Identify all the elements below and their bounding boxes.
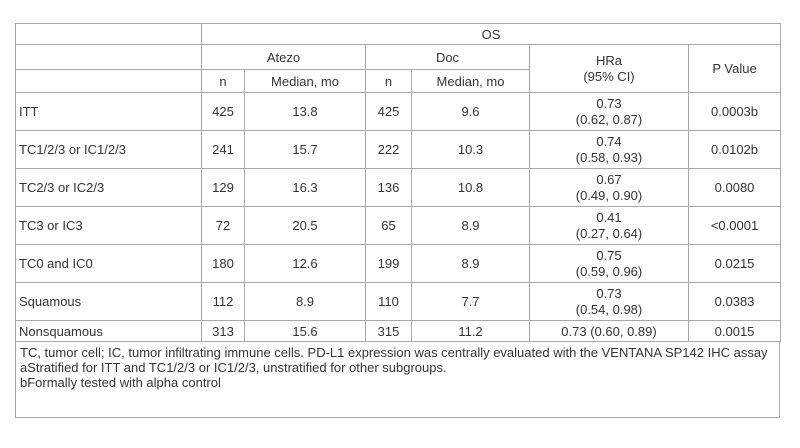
atezo-median: 15.6 <box>244 320 366 342</box>
table-row: Squamous 112 8.9 110 7.7 0.73 (0.54, 0.9… <box>15 282 782 321</box>
footnote-b: bFormally tested with alpha control <box>20 375 221 390</box>
doc-header: Doc <box>365 44 530 70</box>
hr-cell: 0.73 (0.54, 0.98) <box>529 282 689 321</box>
hr-header: HRa (95% CI) <box>529 44 689 93</box>
subgroup-label: Nonsquamous <box>15 320 202 342</box>
hr-ci: (0.27, 0.64) <box>575 225 643 241</box>
hr-ci-cell: 0.73 (0.60, 0.89) <box>529 320 689 342</box>
doc-n: 222 <box>365 130 412 169</box>
hr-cell: 0.67 (0.49, 0.90) <box>529 168 689 207</box>
table-row: TC2/3 or IC2/3 129 16.3 136 10.8 0.67 (0… <box>15 168 782 207</box>
footnote-a: aStratified for ITT and TC1/2/3 or IC1/2… <box>20 360 447 375</box>
hr-value: 0.73 <box>596 95 622 111</box>
header-row-3: n Median, mo n Median, mo <box>15 69 781 93</box>
hr-header-line1: HRa <box>595 52 622 68</box>
atezo-median: 12.6 <box>244 244 366 283</box>
corner-cell <box>15 23 202 45</box>
hr-value: 0.67 <box>596 171 622 187</box>
p-value: 0.0003b <box>687 92 782 131</box>
atezo-header: Atezo <box>201 44 366 70</box>
subgroup-label: TC2/3 or IC2/3 <box>15 168 202 207</box>
doc-median-header: Median, mo <box>411 69 530 93</box>
atezo-median: 13.8 <box>244 92 366 131</box>
p-value: 0.0383 <box>687 282 782 321</box>
hr-ci: (0.49, 0.90) <box>575 187 643 203</box>
hr-ci: (0.59, 0.96) <box>575 263 643 279</box>
doc-median: 7.7 <box>411 282 530 321</box>
table-row: Nonsquamous 313 15.6 315 11.2 0.73 (0.60… <box>15 320 782 342</box>
header-row-2: Atezo Doc HRa (95% CI) P Value <box>15 44 782 93</box>
doc-median: 10.8 <box>411 168 530 207</box>
hr-cell: 0.75 (0.59, 0.96) <box>529 244 689 283</box>
subgroup-label: TC0 and IC0 <box>15 244 202 283</box>
p-value: 0.0215 <box>687 244 782 283</box>
atezo-median-header: Median, mo <box>244 69 366 93</box>
doc-median: 8.9 <box>411 244 530 283</box>
p-value: 0.0102b <box>687 130 782 169</box>
subgroup-label: Squamous <box>15 282 202 321</box>
os-header: OS <box>200 23 782 45</box>
hr-ci: (0.62, 0.87) <box>575 111 643 127</box>
hr-ci: (0.58, 0.93) <box>575 149 643 165</box>
p-value: 0.0015 <box>687 320 782 342</box>
atezo-median: 16.3 <box>244 168 366 207</box>
subgroup-label: TC1/2/3 or IC1/2/3 <box>15 130 202 169</box>
atezo-n: 129 <box>201 168 245 207</box>
table-row: TC1/2/3 or IC1/2/3 241 15.7 222 10.3 0.7… <box>15 130 782 169</box>
header-row-1: OS <box>15 23 782 45</box>
hr-cell: 0.73 (0.62, 0.87) <box>529 92 689 131</box>
hr-value: 0.74 <box>596 133 622 149</box>
doc-median: 8.9 <box>411 206 530 245</box>
p-value: <0.0001 <box>687 206 782 245</box>
atezo-n: 72 <box>201 206 245 245</box>
table-footnotes: TC, tumor cell; IC, tumor infiltrating i… <box>15 342 780 418</box>
doc-median: 11.2 <box>411 320 530 342</box>
doc-n: 199 <box>365 244 412 283</box>
doc-median: 10.3 <box>411 130 530 169</box>
atezo-median: 8.9 <box>244 282 366 321</box>
os-table: OS Atezo Doc HRa (95% CI) P Value n Medi… <box>15 23 782 342</box>
hr-header-line2: (95% CI) <box>583 68 635 84</box>
atezo-n: 180 <box>201 244 245 283</box>
table-row: ITT 425 13.8 425 9.6 0.73 (0.62, 0.87) 0… <box>15 92 782 131</box>
atezo-median: 20.5 <box>244 206 366 245</box>
subgroup-label: ITT <box>15 92 202 131</box>
hr-value: 0.75 <box>596 247 622 263</box>
table-row: TC3 or IC3 72 20.5 65 8.9 0.41 (0.27, 0.… <box>15 206 782 245</box>
hr-cell: 0.41 (0.27, 0.64) <box>529 206 689 245</box>
corner-cell <box>15 44 202 70</box>
footnote-abbreviations: TC, tumor cell; IC, tumor infiltrating i… <box>20 345 768 360</box>
doc-n: 136 <box>365 168 412 207</box>
hr-value: 0.73 <box>596 285 622 301</box>
subgroup-label: TC3 or IC3 <box>15 206 202 245</box>
atezo-n: 425 <box>201 92 245 131</box>
doc-n: 110 <box>365 282 412 321</box>
atezo-n: 241 <box>201 130 245 169</box>
doc-n: 315 <box>365 320 412 342</box>
atezo-n: 112 <box>201 282 245 321</box>
doc-n-header: n <box>365 69 412 93</box>
atezo-n-header: n <box>201 69 245 93</box>
hr-value: 0.41 <box>596 209 622 225</box>
doc-n: 65 <box>365 206 412 245</box>
hr-cell: 0.74 (0.58, 0.93) <box>529 130 689 169</box>
table-row: TC0 and IC0 180 12.6 199 8.9 0.75 (0.59,… <box>15 244 782 283</box>
doc-median: 9.6 <box>411 92 530 131</box>
p-value-header: P Value <box>687 44 782 93</box>
os-table-container: OS Atezo Doc HRa (95% CI) P Value n Medi… <box>15 23 782 418</box>
atezo-median: 15.7 <box>244 130 366 169</box>
atezo-n: 313 <box>201 320 245 342</box>
hr-ci: (0.54, 0.98) <box>575 301 643 317</box>
p-value: 0.0080 <box>687 168 782 207</box>
doc-n: 425 <box>365 92 412 131</box>
corner-cell <box>15 69 202 93</box>
